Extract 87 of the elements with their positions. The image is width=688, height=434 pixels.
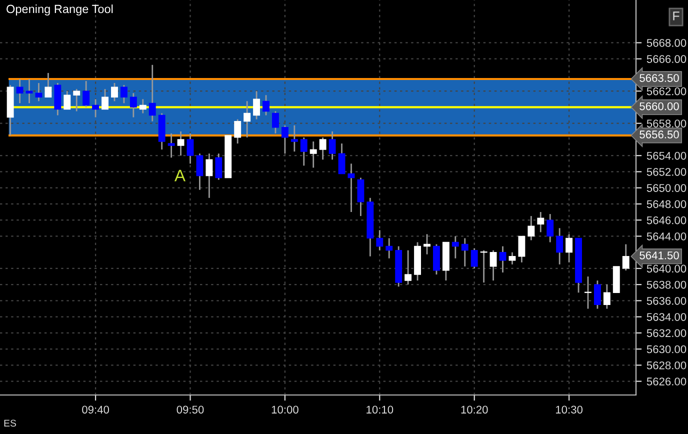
candlestick bbox=[92, 98, 100, 118]
y-tick-label: 5628.00 bbox=[646, 361, 686, 370]
y-tick-label: 5626.00 bbox=[646, 378, 686, 386]
x-tick-label: 09:50 bbox=[176, 406, 204, 414]
candlestick bbox=[508, 252, 516, 266]
candlestick bbox=[528, 215, 535, 241]
y-tick-label: 5662.00 bbox=[646, 87, 686, 96]
candlestick bbox=[452, 236, 459, 260]
candlestick bbox=[319, 136, 326, 160]
y-tick-label: 5648.00 bbox=[646, 200, 686, 208]
text: F bbox=[673, 12, 680, 20]
candlestick bbox=[44, 72, 52, 98]
y-tick-label: 5630.00 bbox=[646, 345, 686, 354]
x-tick-label: 10:00 bbox=[272, 406, 298, 414]
chart-title: Opening Range Tool bbox=[6, 4, 113, 16]
candlestick bbox=[357, 177, 364, 217]
candlestick bbox=[546, 213, 554, 243]
candlestick bbox=[73, 88, 80, 112]
candlestick bbox=[584, 276, 592, 310]
y-tick-label: 5654.00 bbox=[646, 152, 686, 160]
ref-line-label: 5656.50 bbox=[640, 130, 679, 138]
candlestick bbox=[424, 233, 430, 256]
y-tick-label: 5668.00 bbox=[646, 38, 686, 47]
y-tick-label: 5644.00 bbox=[646, 232, 686, 240]
candlestick bbox=[82, 80, 90, 108]
candlestick bbox=[594, 280, 601, 310]
candlestick bbox=[148, 64, 156, 122]
candlestick bbox=[461, 238, 468, 268]
ref-line-label: 5663.50 bbox=[640, 74, 679, 82]
candlestick bbox=[290, 124, 298, 152]
candlestick bbox=[328, 130, 336, 160]
candlestick bbox=[556, 227, 564, 266]
y-tick-label: 5646.00 bbox=[646, 216, 686, 224]
candlestick bbox=[177, 130, 184, 156]
candlestick bbox=[26, 78, 33, 104]
candlestick bbox=[262, 94, 270, 116]
y-tick-label: 5652.00 bbox=[646, 168, 686, 176]
y-tick-label: 5666.00 bbox=[646, 55, 686, 63]
candlestick bbox=[622, 244, 630, 272]
y-tick-label: 5640.00 bbox=[646, 264, 686, 273]
candlestick bbox=[518, 236, 526, 264]
candlestick bbox=[168, 132, 175, 158]
x-tick-label: 10:20 bbox=[461, 406, 488, 414]
candlestick bbox=[64, 90, 71, 110]
candlestick bbox=[376, 229, 384, 251]
candlestick bbox=[281, 124, 288, 154]
candlestick bbox=[603, 284, 610, 310]
candlestick bbox=[16, 78, 24, 104]
y-tick-label: 5634.00 bbox=[646, 313, 686, 321]
candlestick bbox=[244, 100, 251, 138]
text: ES bbox=[4, 420, 16, 427]
candlestick bbox=[348, 162, 355, 213]
candlestick bbox=[215, 152, 222, 180]
candlestick bbox=[566, 233, 573, 264]
candlestick bbox=[196, 152, 204, 191]
x-tick-label: 10:30 bbox=[556, 406, 583, 414]
x-tick-label: 09:40 bbox=[82, 406, 110, 414]
y-tick-label: 5658.00 bbox=[646, 120, 686, 128]
candlestick bbox=[537, 211, 544, 233]
candlestick bbox=[120, 84, 128, 104]
candlestick bbox=[130, 92, 137, 118]
ref-line-label: 5660.00 bbox=[640, 102, 679, 110]
candlestick bbox=[386, 238, 393, 260]
candlestick bbox=[499, 246, 506, 274]
y-tick-label: 5650.00 bbox=[646, 184, 686, 192]
y-tick-label: 5636.00 bbox=[646, 296, 686, 305]
y-tick-label: 5638.00 bbox=[646, 280, 686, 289]
candlestick bbox=[139, 98, 146, 114]
candlestick bbox=[310, 140, 317, 168]
candlestick bbox=[490, 250, 497, 282]
x-tick-label: 10:10 bbox=[366, 406, 394, 414]
candlestick bbox=[102, 88, 108, 110]
y-tick-label: 5632.00 bbox=[646, 329, 686, 338]
candlestick bbox=[253, 90, 260, 120]
candlestick bbox=[206, 152, 213, 199]
candlestick bbox=[300, 136, 308, 166]
candlestick bbox=[338, 142, 346, 174]
candlestick bbox=[480, 250, 488, 284]
candlestick bbox=[470, 248, 478, 270]
candlestick bbox=[272, 110, 279, 134]
annotation: A bbox=[174, 170, 186, 182]
text: 5641.50 bbox=[640, 251, 679, 260]
candlestick bbox=[234, 118, 242, 144]
candlestick bbox=[186, 132, 194, 164]
candlestick bbox=[35, 82, 42, 102]
candlestick bbox=[111, 82, 118, 102]
candlestick bbox=[404, 250, 412, 286]
